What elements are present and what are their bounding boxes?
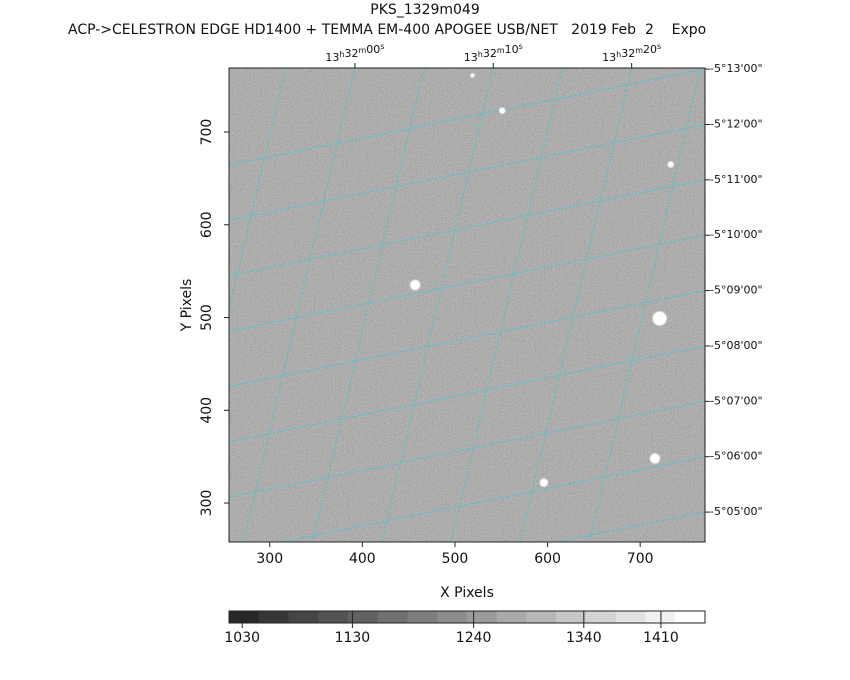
grid-line (229, 345, 705, 443)
x-tick-label: 700 (627, 551, 654, 567)
source (667, 160, 675, 168)
colorbar-tick-label: 1030 (224, 630, 260, 646)
colorbar-segment (407, 611, 438, 623)
image-noise (229, 68, 705, 542)
colorbar-segment (496, 611, 527, 623)
grid-line (519, 68, 633, 542)
grid-line (229, 123, 705, 221)
dec-tick-label: -5°12'00" (710, 117, 763, 130)
y-tick-label: 500 (199, 304, 215, 331)
source (470, 72, 476, 78)
dec-tick-label: -5°08'00" (710, 339, 763, 352)
colorbar-segment (318, 611, 349, 623)
colorbar-tick-label: 1130 (335, 630, 371, 646)
grid-line (229, 234, 705, 332)
colorbar-segment (526, 611, 557, 623)
ra-tick-label: 13h32m00s (325, 42, 384, 65)
colorbar-segment (377, 611, 408, 623)
colorbar-segment (288, 611, 319, 623)
x-axis-label: X Pixels (440, 585, 494, 601)
source (539, 478, 549, 488)
grid-line (243, 68, 356, 542)
colorbar-tick-label: 1410 (643, 630, 679, 646)
colorbar-tick-label: 1240 (456, 630, 492, 646)
grid-line-minor (589, 68, 702, 542)
chart-subtitle: ACP->CELESTRON EDGE HD1400 + TEMMA EM-40… (68, 22, 706, 38)
colorbar-segment (229, 611, 260, 623)
y-tick-label: 700 (199, 119, 215, 146)
image-frame (228, 67, 706, 543)
dec-tick-label: -5°07'00" (710, 394, 763, 407)
colorbar (229, 611, 706, 623)
dec-tick-label: -5°09'00" (710, 284, 763, 297)
grid-line-minor (229, 68, 287, 312)
colorbar-segment (675, 611, 706, 623)
y-tick-label: 300 (199, 490, 215, 517)
grid-line (229, 290, 705, 387)
grid-line (229, 179, 705, 277)
grid-line (279, 456, 705, 542)
dec-tick-label: -5°10'00" (710, 228, 763, 241)
source (498, 107, 506, 115)
x-tick-label: 400 (349, 551, 376, 567)
ra-tick-label: 13h32m20s (602, 42, 661, 65)
dec-tick-label: -5°11'00" (710, 173, 763, 186)
source (652, 310, 668, 326)
colorbar-tick-label: 1340 (566, 630, 602, 646)
grid-line (381, 68, 494, 542)
grid-line (229, 400, 705, 498)
grid-line (229, 68, 705, 166)
chart-title: PKS_1329m049 (370, 2, 480, 18)
y-axis-label: Y Pixels (179, 279, 195, 333)
x-tick-label: 600 (534, 551, 561, 567)
colorbar-segment (258, 611, 289, 623)
colorbar-segment (556, 611, 587, 623)
y-tick-label: 600 (199, 211, 215, 238)
colorbar-segment (437, 611, 468, 623)
x-tick-label: 500 (442, 551, 469, 567)
colorbar-segment (615, 611, 646, 623)
source (409, 279, 421, 291)
colorbar-segment (586, 611, 617, 623)
dec-tick-label: -5°13'00" (710, 62, 763, 75)
x-tick-label: 300 (256, 551, 283, 567)
grid-line-minor (450, 68, 563, 542)
dec-tick-label: -5°05'00" (710, 505, 763, 518)
ra-tick-label: 13h32m10s (464, 42, 523, 65)
image-area (229, 68, 705, 542)
colorbar-frame (228, 610, 706, 624)
grid-line (553, 511, 705, 542)
dec-tick-label: -5°06'00" (710, 450, 763, 463)
y-tick-label: 400 (199, 397, 215, 424)
grid-line-minor (312, 68, 425, 542)
colorbar-segment (348, 611, 379, 623)
source (649, 453, 661, 465)
colorbar-segment (467, 611, 498, 623)
